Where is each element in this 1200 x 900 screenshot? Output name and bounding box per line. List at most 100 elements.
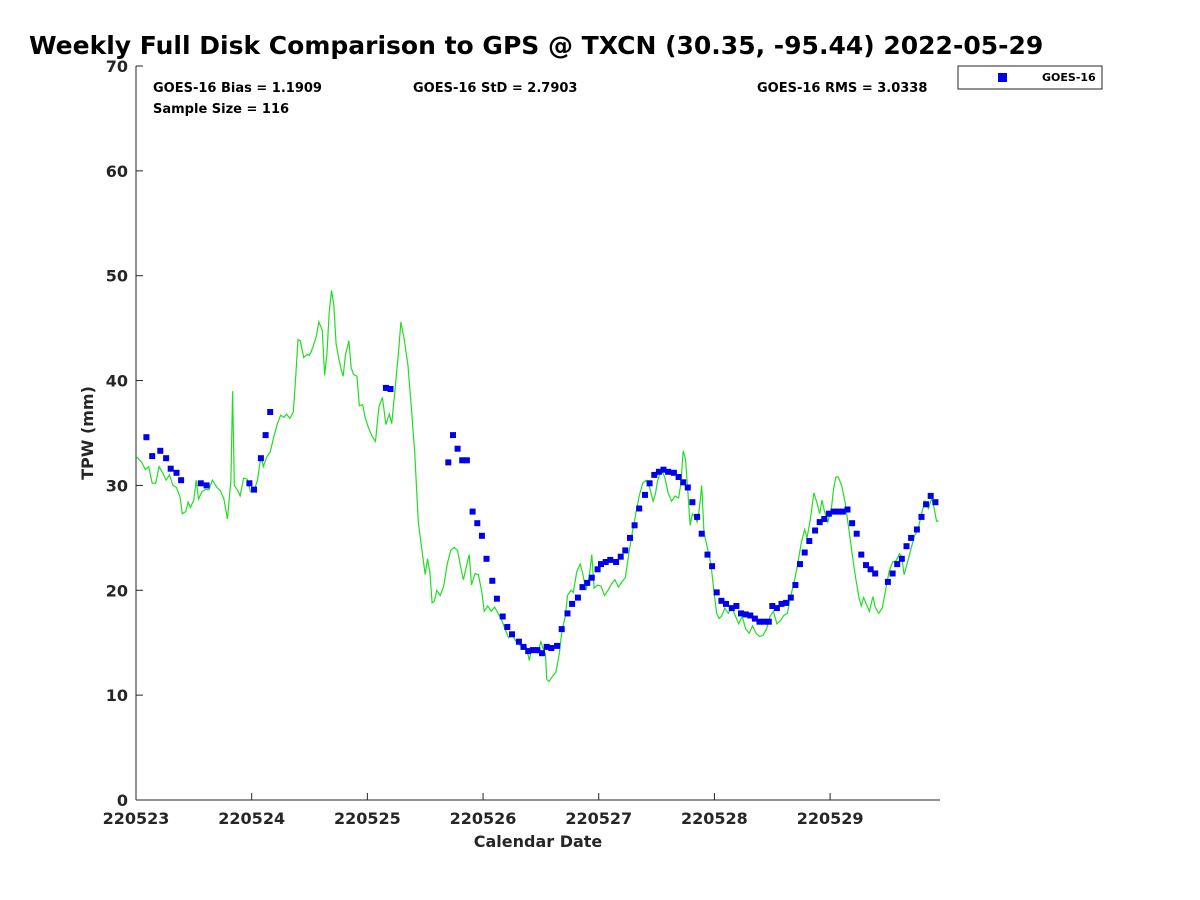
sample-size-stat: Sample Size = 116 <box>153 102 289 117</box>
goes-16-point <box>483 555 490 562</box>
goes-16-point <box>806 538 813 544</box>
goes-16-point <box>167 465 174 472</box>
goes-16-point <box>723 600 729 607</box>
goes-16-point <box>651 471 658 478</box>
goes-16-point <box>569 600 576 607</box>
y-tick-label: 60 <box>106 162 128 181</box>
goes-16-point <box>812 527 819 534</box>
goes-16-point <box>387 386 394 392</box>
bias-stat: GOES-16 Bias = 1.1909 <box>153 81 322 96</box>
goes-16-point <box>792 582 799 588</box>
goes-16-point <box>680 479 687 486</box>
goes-16-point <box>539 650 545 657</box>
goes-16-point <box>636 505 643 512</box>
goes-16-point <box>474 520 481 527</box>
goes-16-point <box>665 468 672 475</box>
x-tick-label: 220524 <box>218 809 285 828</box>
x-tick-label: 220523 <box>103 809 170 828</box>
goes-16-point <box>718 597 725 604</box>
goes-16-point <box>178 477 185 484</box>
goes-16-point <box>839 508 846 515</box>
goes-16-point <box>670 469 677 476</box>
goes-16-point <box>445 459 452 466</box>
goes-16-point <box>761 618 768 625</box>
goes-16-point <box>163 455 170 462</box>
goes-16-point <box>894 561 901 568</box>
goes-16-point <box>149 453 156 460</box>
goes-16-point <box>450 432 456 439</box>
goes-16-point <box>728 605 735 612</box>
goes-16-point <box>747 612 754 619</box>
goes-16-point <box>588 574 595 581</box>
plot-area <box>135 66 940 801</box>
goes-16-point <box>558 626 565 633</box>
goes-16-point <box>783 599 790 606</box>
goes-16-point <box>489 577 496 584</box>
goes-16-point <box>463 457 470 464</box>
goes-16-point <box>607 556 614 563</box>
goes-16-point <box>773 605 780 612</box>
legend-box <box>957 65 1103 90</box>
goes-16-point <box>713 589 720 596</box>
goes-16-point <box>267 409 274 415</box>
goes-16-point <box>602 559 609 565</box>
goes-16-point <box>493 595 500 602</box>
goes-16-point <box>913 526 920 533</box>
goes-16-point <box>733 603 740 609</box>
goes-16-point <box>769 603 776 609</box>
goes-16-point <box>642 491 648 498</box>
goes-16-point <box>927 492 934 499</box>
goes-16-point <box>631 522 638 529</box>
gps-series <box>135 290 939 683</box>
goes-16-point <box>203 482 210 489</box>
y-tick-label: 0 <box>117 791 128 810</box>
goes-16-point <box>564 610 571 617</box>
goes-16-point <box>584 579 591 586</box>
goes-16-point <box>830 508 837 515</box>
goes-16-point <box>675 474 682 480</box>
goes-16-point <box>797 561 803 568</box>
rms-stat: GOES-16 RMS = 3.0338 <box>757 81 927 96</box>
y-axis-label: TPW (mm) <box>78 386 97 480</box>
x-tick-label: 220525 <box>334 809 401 828</box>
goes-16-point <box>251 486 257 493</box>
goes-16-point <box>579 584 586 591</box>
x-tick-label: 220526 <box>450 809 517 828</box>
goes-16-point <box>157 447 164 454</box>
goes-16-point <box>835 508 842 515</box>
goes-16-point <box>509 631 515 638</box>
y-tick-label: 50 <box>106 267 128 286</box>
y-tick-label: 30 <box>106 476 128 495</box>
goes-16-point <box>504 624 511 630</box>
goes-16-point <box>694 513 701 520</box>
goes-16-point <box>778 600 785 607</box>
x-axis-ticks: 220523 220524 220525 220526 220527 220528 2205… <box>103 793 863 828</box>
x-tick-label: 220528 <box>681 809 748 828</box>
goes-16-point <box>627 534 633 541</box>
x-tick-label: 220527 <box>565 809 632 828</box>
goes-16-point <box>742 611 749 618</box>
goes-16-point <box>821 516 828 522</box>
goes-16-point <box>689 499 696 506</box>
goes-16-point <box>594 566 601 573</box>
std-stat: GOES-16 StD = 2.7903 <box>413 81 577 96</box>
goes-16-point <box>787 594 794 601</box>
gps-line <box>135 290 939 683</box>
goes-16-point <box>765 618 772 625</box>
goes-16-point <box>801 549 808 556</box>
goes-16-point <box>756 618 763 625</box>
goes-16-point <box>844 506 851 513</box>
goes-16-point <box>469 508 476 515</box>
goes-16-point <box>478 532 485 539</box>
goes-16-point <box>598 561 604 568</box>
goes-16-point <box>918 513 925 520</box>
goes-16-point <box>908 534 915 541</box>
goes-16-point <box>660 466 667 473</box>
goes-16-point <box>197 480 204 487</box>
goes-16-point <box>622 547 629 554</box>
goes-16-point <box>459 457 466 464</box>
goes-16-point <box>898 555 905 562</box>
goes-16-point <box>932 499 939 506</box>
y-tick-label: 10 <box>106 686 128 705</box>
goes-16-point <box>534 647 541 654</box>
